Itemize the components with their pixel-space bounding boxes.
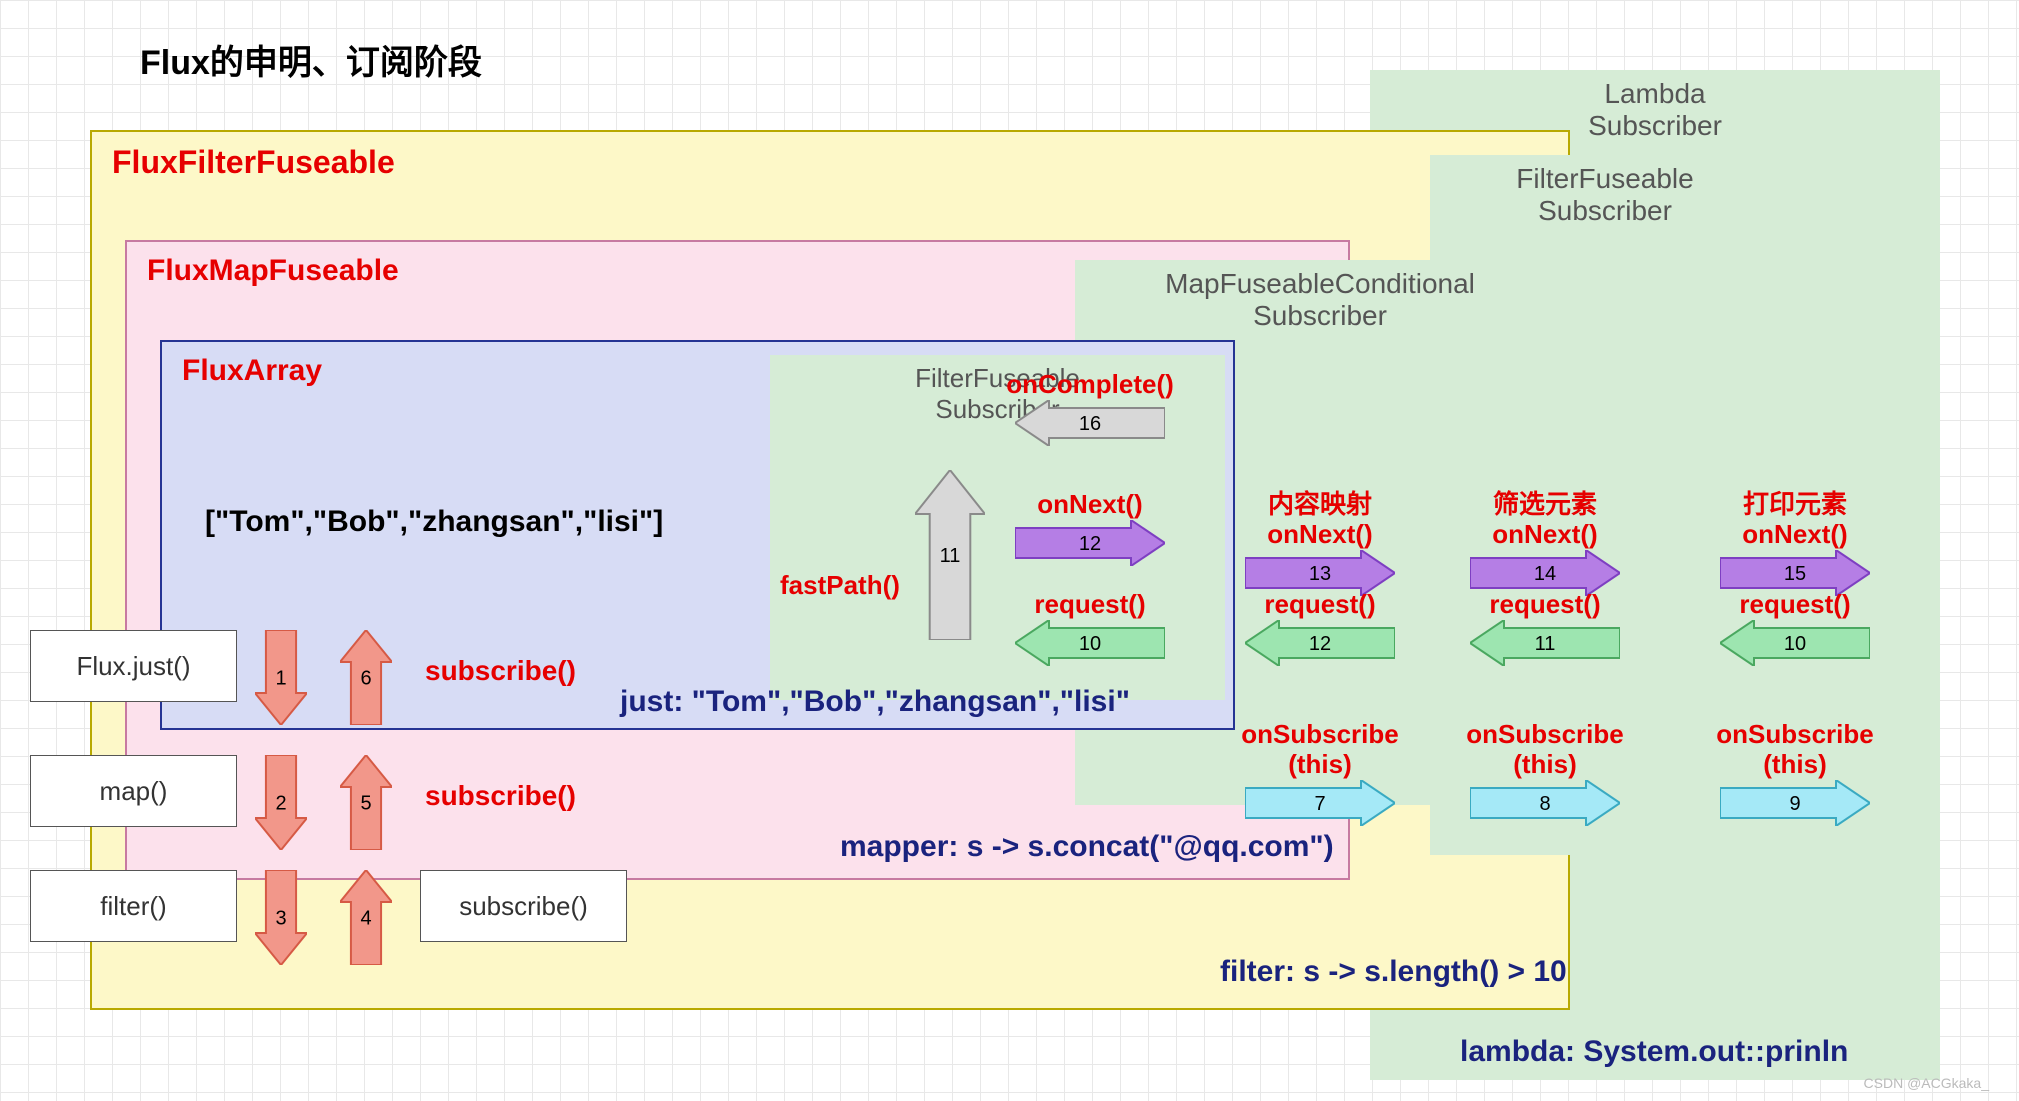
h-arrow-11: onSubscribe(this) 9 bbox=[1720, 720, 1870, 826]
svg-text:12: 12 bbox=[1079, 533, 1101, 555]
svg-text:2: 2 bbox=[275, 793, 286, 815]
svg-text:15: 15 bbox=[1784, 563, 1806, 585]
h-arrow-label-7: request() bbox=[1489, 590, 1600, 620]
box-label-fluxArray: FluxArray bbox=[182, 354, 322, 388]
small-arrow-6: 6 bbox=[340, 630, 392, 725]
h-arrow-4: request() 12 bbox=[1245, 590, 1395, 666]
svg-text:11: 11 bbox=[940, 545, 961, 567]
h-arrow-8: onSubscribe(this) 8 bbox=[1470, 720, 1620, 826]
h-arrow-label-10: request() bbox=[1739, 590, 1850, 620]
h-arrow-label-1: onNext() bbox=[1037, 490, 1142, 520]
svg-text:10: 10 bbox=[1079, 633, 1101, 655]
h-arrow-shape-1: 12 bbox=[1015, 520, 1165, 566]
h-arrow-label-0: onComplete() bbox=[1006, 370, 1174, 400]
svg-text:7: 7 bbox=[1314, 793, 1325, 815]
box-label-mapFuseSub: MapFuseableConditionalSubscriber bbox=[1077, 268, 1563, 332]
method-box-just: Flux.just() bbox=[30, 630, 237, 702]
svg-text:3: 3 bbox=[275, 908, 286, 930]
h-arrow-label-6: 筛选元素onNext() bbox=[1492, 490, 1597, 550]
diagram-title-text: Flux的申明、订阅阶段 bbox=[140, 44, 482, 82]
h-arrow-6: 筛选元素onNext() 14 bbox=[1470, 490, 1620, 596]
method-box-map: map() bbox=[30, 755, 237, 827]
box-label-filterFuse: FluxFilterFuseable bbox=[112, 144, 395, 181]
text-sub1: subscribe() bbox=[425, 655, 576, 687]
h-arrow-shape-11: 9 bbox=[1720, 780, 1870, 826]
text-mapperLine: mapper: s -> s.concat("@qq.com") bbox=[840, 830, 1334, 864]
svg-text:8: 8 bbox=[1539, 793, 1550, 815]
h-arrow-shape-8: 8 bbox=[1470, 780, 1620, 826]
svg-text:13: 13 bbox=[1309, 563, 1331, 585]
svg-text:14: 14 bbox=[1534, 563, 1556, 585]
h-arrow-9: 打印元素onNext() 15 bbox=[1720, 490, 1870, 596]
h-arrow-1: onNext() 12 bbox=[1015, 490, 1165, 566]
small-arrow-4: 4 bbox=[340, 870, 392, 965]
h-arrow-5: onSubscribe(this) 7 bbox=[1245, 720, 1395, 826]
h-arrow-label-8: onSubscribe(this) bbox=[1466, 720, 1623, 780]
svg-text:4: 4 bbox=[360, 908, 371, 930]
h-arrow-shape-5: 7 bbox=[1245, 780, 1395, 826]
svg-text:10: 10 bbox=[1784, 633, 1806, 655]
h-arrow-label-5: onSubscribe(this) bbox=[1241, 720, 1398, 780]
text-fastPath: fastPath() bbox=[780, 570, 900, 601]
svg-text:1: 1 bbox=[275, 668, 286, 690]
h-arrow-shape-4: 12 bbox=[1245, 620, 1395, 666]
h-arrow-label-4: request() bbox=[1264, 590, 1375, 620]
h-arrow-shape-0: 16 bbox=[1015, 400, 1165, 446]
h-arrow-2: request() 10 bbox=[1015, 590, 1165, 666]
text-filterLine: filter: s -> s.length() > 10 bbox=[1220, 955, 1567, 989]
h-arrow-label-9: 打印元素onNext() bbox=[1742, 490, 1847, 550]
box-label-mapFuse: FluxMapFuseable bbox=[147, 254, 399, 288]
method-box-filter: filter() bbox=[30, 870, 237, 942]
svg-text:9: 9 bbox=[1789, 793, 1800, 815]
small-arrow-5: 5 bbox=[340, 755, 392, 850]
diagram-title: Flux的申明、订阅阶段 bbox=[140, 35, 482, 84]
svg-text:11: 11 bbox=[1535, 633, 1556, 655]
svg-text:6: 6 bbox=[360, 668, 371, 690]
vert-arrow-11: 11 bbox=[915, 470, 985, 640]
text-lambdaLine: lambda: System.out::prinln bbox=[1460, 1035, 1848, 1069]
small-arrow-3: 3 bbox=[255, 870, 307, 965]
h-arrow-label-3: 内容映射onNext() bbox=[1267, 490, 1372, 550]
h-arrow-shape-7: 11 bbox=[1470, 620, 1620, 666]
h-arrow-10: request() 10 bbox=[1720, 590, 1870, 666]
h-arrow-3: 内容映射onNext() 13 bbox=[1245, 490, 1395, 596]
svg-text:12: 12 bbox=[1309, 633, 1331, 655]
box-label-filterFuseSub: FilterFuseableSubscriber bbox=[1432, 163, 1778, 227]
h-arrow-label-11: onSubscribe(this) bbox=[1716, 720, 1873, 780]
text-arrayData: ["Tom","Bob","zhangsan","lisi"] bbox=[205, 505, 663, 539]
small-arrow-2: 2 bbox=[255, 755, 307, 850]
h-arrow-shape-10: 10 bbox=[1720, 620, 1870, 666]
text-sub2: subscribe() bbox=[425, 780, 576, 812]
h-arrow-7: request() 11 bbox=[1470, 590, 1620, 666]
svg-text:16: 16 bbox=[1079, 413, 1101, 435]
method-box-subscribe: subscribe() bbox=[420, 870, 627, 942]
watermark: CSDN @ACGkaka_ bbox=[1864, 1075, 1989, 1091]
h-arrow-shape-2: 10 bbox=[1015, 620, 1165, 666]
small-arrow-1: 1 bbox=[255, 630, 307, 725]
svg-text:5: 5 bbox=[360, 793, 371, 815]
h-arrow-label-2: request() bbox=[1034, 590, 1145, 620]
text-justLine: just: "Tom","Bob","zhangsan","lisi" bbox=[620, 685, 1130, 719]
h-arrow-0: onComplete() 16 bbox=[1015, 370, 1165, 446]
